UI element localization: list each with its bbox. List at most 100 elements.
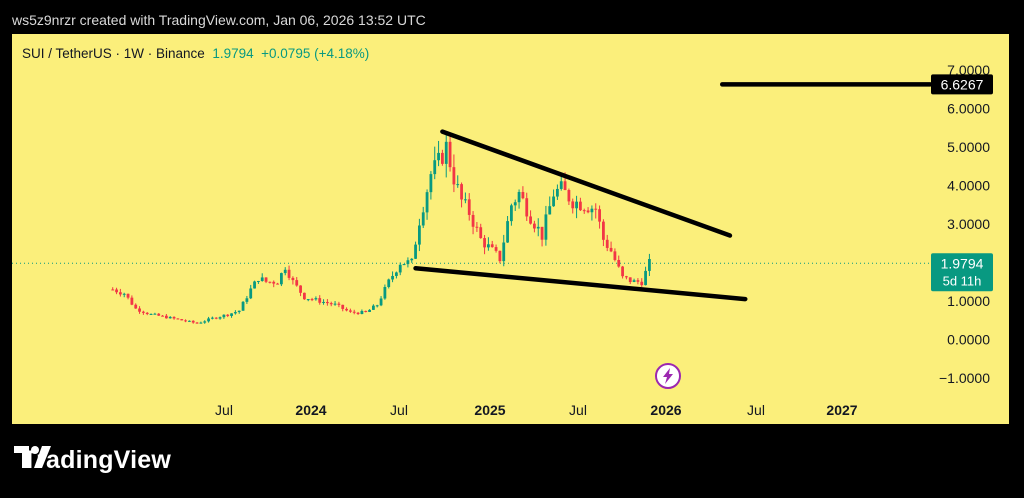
candle [444,132,448,178]
candle [249,284,253,300]
candle [256,280,260,284]
y-tick-label: 7.0000 [947,62,990,78]
candle [302,292,306,300]
candle [417,218,421,252]
candle [586,207,590,214]
target-price-tag: 6.6267 [931,74,993,95]
tradingview-footer[interactable]: TradingView [14,446,171,475]
attribution: ws5z9nrzr created with TradingView.com, … [12,12,426,28]
candle [540,226,544,247]
chart-area[interactable]: 7.00006.00005.00004.00003.00002.00001.00… [12,34,1009,424]
candle [187,320,191,322]
candle [460,182,463,208]
candle [387,278,391,289]
candle [134,303,138,309]
candle [617,255,621,268]
candle [567,188,571,206]
candle [552,189,555,207]
candle [582,208,586,214]
candle [467,193,471,221]
candle [145,311,149,316]
candle [245,295,249,304]
legend-price: 1.9794 [212,46,254,61]
candle [233,310,237,315]
candle [529,210,532,225]
x-tick-label: Jul [390,402,408,418]
y-tick-label: 1.0000 [947,293,990,309]
candle [268,281,272,284]
candle [590,205,594,221]
y-tick-label: 6.0000 [947,101,990,117]
candle [348,308,352,313]
candle [310,297,314,302]
trendline-lower[interactable] [413,266,748,302]
candle [494,244,498,253]
candle [479,223,483,239]
candle [111,287,115,291]
candle [602,219,605,247]
candle [176,318,180,320]
candle [276,282,279,285]
candle [172,316,176,320]
candle [525,192,529,221]
candle [138,306,141,314]
candle [513,199,517,211]
candle [180,318,184,321]
candle [644,266,647,286]
candle [448,136,452,172]
candle [253,280,256,289]
candle [483,235,486,255]
candle [299,285,302,297]
candle [195,321,199,324]
candle [632,278,636,283]
svg-text:1.9794: 1.9794 [941,255,984,271]
candle [571,198,575,214]
candle [210,316,214,320]
candle [199,321,203,324]
candle [241,301,245,311]
candle [613,248,617,262]
y-tick-label: −1.0000 [939,370,990,386]
candle [437,140,440,167]
candle [440,149,444,166]
candle [521,186,525,200]
price-chart[interactable]: 7.00006.00005.00004.00003.00002.00001.00… [12,34,1009,424]
candle [598,205,601,229]
candle [406,257,410,268]
candle [487,237,490,251]
x-tick-label: Jul [569,402,587,418]
candle [226,314,230,318]
candle [425,189,429,220]
candle [621,265,624,279]
candle [371,304,375,310]
candle [625,275,628,280]
candle [452,154,456,193]
candle [502,234,506,267]
candle [556,184,559,200]
candle [475,222,479,232]
candle [471,211,475,235]
y-tick-label: 3.0000 [947,216,990,232]
lightning-icon[interactable] [655,363,681,389]
candle [122,292,126,298]
candle [283,267,287,276]
candle [579,197,582,212]
candle [341,304,345,312]
candle [237,310,241,314]
candle [157,313,161,316]
candle [314,296,318,301]
candle [260,273,264,282]
trendline-upper[interactable] [440,129,733,238]
candle [306,298,310,302]
candle [141,310,145,315]
svg-text:5d 11h: 5d 11h [943,273,982,288]
candle [391,271,394,283]
candle [352,309,356,315]
candle [149,313,153,315]
candle [498,250,502,264]
candle [464,192,467,204]
candle [191,320,195,324]
candle [291,276,295,285]
y-tick-label: 5.0000 [947,139,990,155]
tradingview-logo-icon [14,446,51,468]
